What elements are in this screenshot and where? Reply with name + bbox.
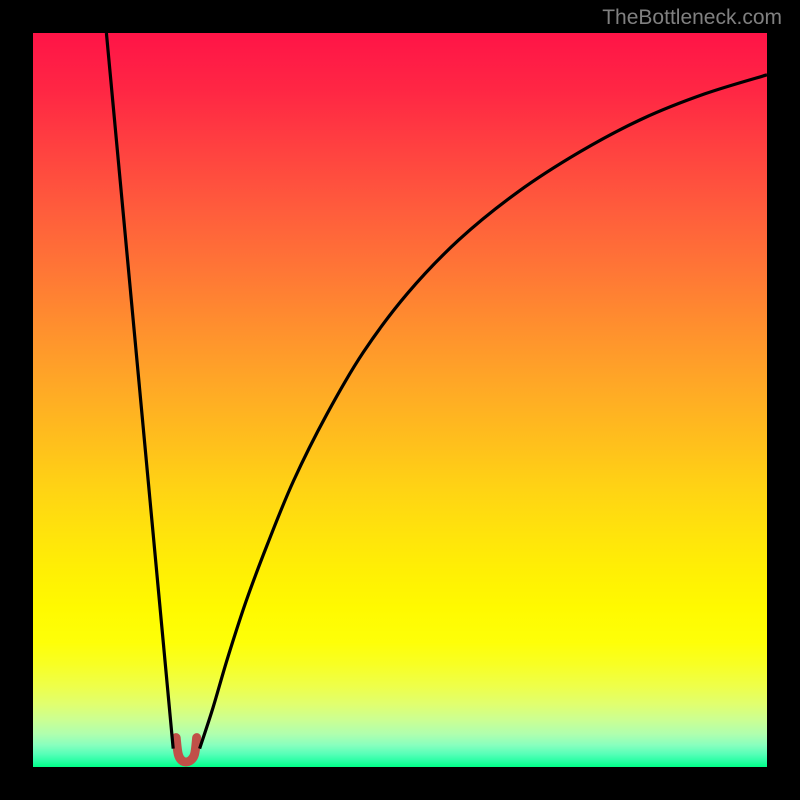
watermark-text: TheBottleneck.com: [602, 6, 782, 30]
left-curve-branch: [106, 33, 173, 749]
valley-marker: [176, 738, 197, 762]
curve-overlay: [33, 33, 767, 767]
right-curve-branch: [200, 75, 767, 749]
chart-plot-area: [33, 33, 767, 767]
chart-outer-frame: [15, 15, 785, 785]
